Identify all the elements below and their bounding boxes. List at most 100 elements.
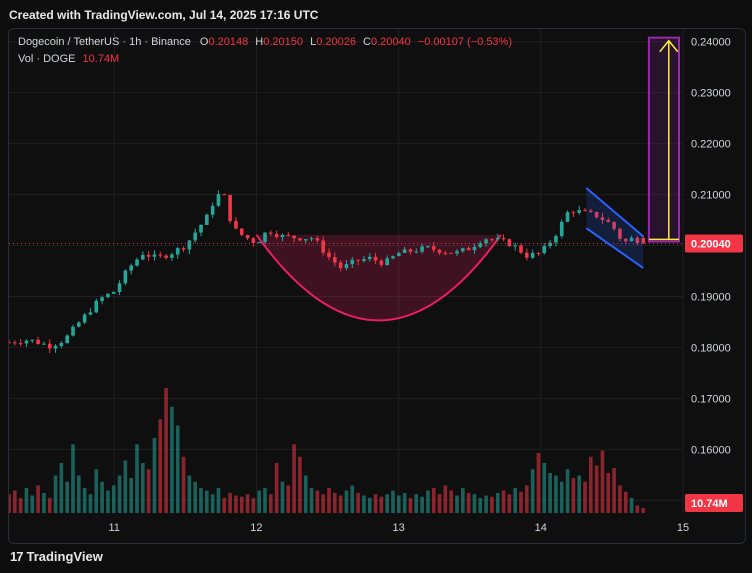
candle-body (501, 237, 506, 240)
candle-body (490, 239, 494, 241)
volume-bar (327, 488, 331, 513)
candle-body (431, 246, 436, 250)
volume-bar (24, 488, 29, 513)
candle-body (461, 248, 465, 252)
candle-body (193, 232, 197, 241)
volume-bar (466, 493, 471, 513)
volume-bar (170, 406, 174, 513)
candle-body (577, 210, 581, 213)
candle-body (519, 245, 523, 253)
candle-body (420, 246, 424, 252)
volume-bar (338, 495, 343, 513)
candle-body (77, 322, 81, 327)
candle-body (42, 343, 46, 345)
volume-bar (42, 493, 46, 513)
volume-bar (187, 475, 192, 513)
volume-bar (245, 494, 250, 513)
candle-body (554, 236, 558, 243)
price-tick-label: 0.24000 (691, 37, 731, 49)
volume-bar (286, 485, 291, 513)
volume-bar (117, 475, 122, 513)
candle-body (181, 248, 186, 250)
price-tick-label: 0.17000 (691, 393, 731, 405)
volume-bar (478, 498, 483, 513)
candle-body (82, 314, 87, 323)
candle-body (65, 335, 69, 344)
volume-bar (193, 481, 197, 513)
candle-body (269, 232, 273, 234)
candle-body (245, 235, 250, 239)
candle-body (59, 343, 64, 346)
candle-body (565, 212, 570, 222)
candle-body (612, 222, 616, 229)
candle-body (618, 228, 622, 239)
volume-bar (263, 488, 267, 513)
volume-bar (618, 485, 622, 513)
candle-body (333, 257, 337, 263)
low-label: L (310, 36, 317, 48)
volume-bar (216, 488, 221, 513)
candle-body (222, 194, 227, 196)
candle-body (385, 258, 389, 266)
candle-body (129, 265, 133, 271)
volume-bar (280, 481, 285, 513)
volume-bar (274, 463, 279, 513)
candle-body (53, 345, 58, 349)
candle-body (170, 254, 174, 258)
candle-body (71, 326, 75, 336)
candle-body (205, 214, 209, 225)
footer-brand: 17 TradingView (10, 547, 103, 565)
candle-body (106, 293, 110, 298)
volume-bar (385, 494, 389, 513)
candle-body (350, 259, 355, 265)
tradingview-logo-icon: 17 (10, 548, 24, 564)
price-tick-label: 0.16000 (691, 444, 731, 456)
volume-bar (455, 495, 459, 513)
volume-bar (141, 463, 145, 513)
price-chart[interactable]: 0.240000.230000.220000.210000.200000.190… (9, 29, 745, 543)
candle-body (117, 283, 122, 292)
volume-bar (239, 496, 244, 513)
candle-body (437, 249, 442, 253)
volume-bar (251, 498, 256, 513)
volume-bar (397, 495, 401, 513)
volume-bar (554, 475, 558, 513)
chart-panel[interactable]: 0.240000.230000.220000.210000.200000.190… (8, 28, 746, 544)
symbol-label: Dogecoin / TetherUS · 1h · Binance (18, 36, 191, 48)
price-tick-label: 0.21000 (691, 190, 731, 202)
candle-body (158, 254, 163, 256)
candle-body (292, 235, 296, 239)
candle-body (36, 339, 40, 345)
candle-body (559, 221, 564, 237)
candle-body (298, 238, 302, 241)
volume-bar (373, 494, 378, 513)
candle-body (402, 249, 407, 253)
volume-bar (111, 485, 116, 513)
price-tick-label: 0.19000 (691, 291, 731, 303)
volume-bar (315, 490, 320, 513)
candle-body (495, 237, 500, 240)
volume-bar (135, 444, 139, 513)
volume-bar (257, 490, 261, 513)
volume-bar (583, 481, 587, 513)
change-value: −0.00107 (−0.53%) (417, 36, 512, 48)
volume-bar (13, 490, 17, 513)
time-tick-label: 13 (392, 522, 404, 534)
volume-tag-label: 10.74M (691, 498, 728, 510)
volume-bar (414, 494, 419, 513)
candle-body (600, 217, 605, 220)
volume-bar (210, 494, 215, 513)
candle-body (606, 219, 611, 223)
volume-bar (530, 469, 535, 513)
candle-body (414, 251, 419, 253)
channel-fill (586, 187, 644, 268)
candle-body (635, 237, 640, 244)
volume-legend: Vol · DOGE 10.74M (18, 53, 119, 65)
candle-body (47, 343, 52, 349)
candle-body (100, 297, 104, 301)
volume-bar (9, 494, 11, 513)
candle-body (309, 238, 314, 240)
volume-bar (333, 493, 337, 513)
close-label: C (363, 36, 371, 48)
